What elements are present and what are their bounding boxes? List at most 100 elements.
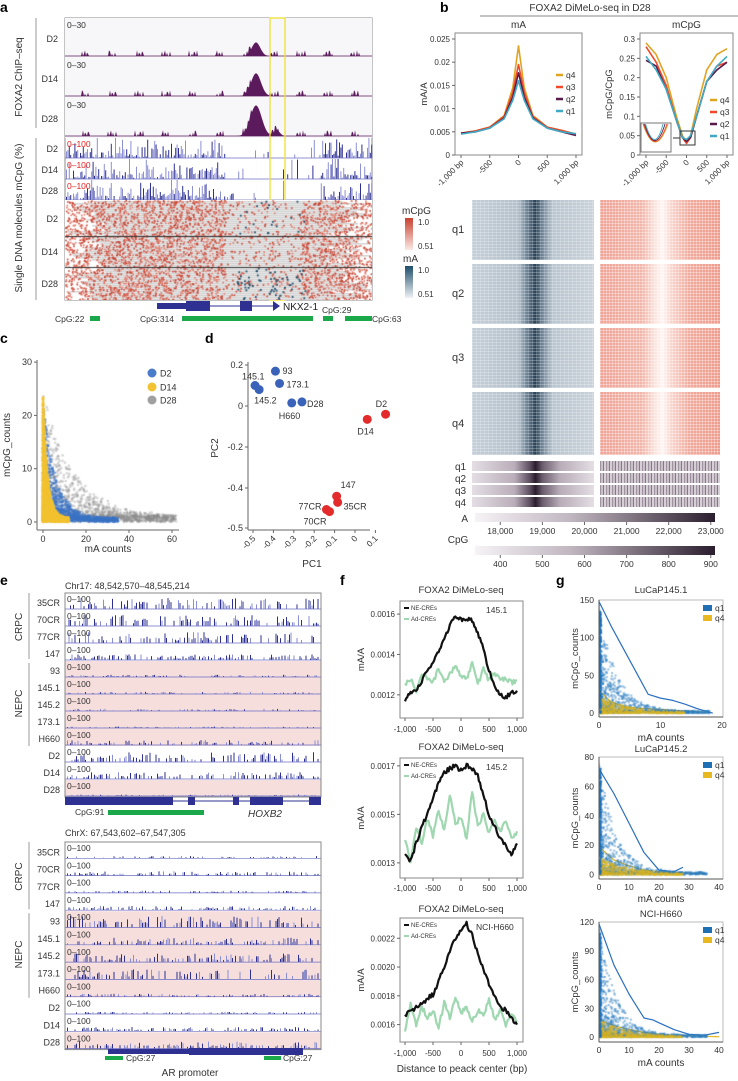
y-tick-label: 90 bbox=[585, 946, 595, 956]
methylation-bar bbox=[293, 676, 295, 677]
mcpg-track-D28 bbox=[66, 180, 373, 200]
methylation-bar bbox=[254, 620, 256, 626]
methylation-bar bbox=[298, 776, 299, 779]
mcpg-bar bbox=[117, 152, 119, 158]
methylation-bar bbox=[104, 1012, 106, 1014]
mcpg-bar bbox=[145, 156, 147, 158]
methylation-bar bbox=[148, 891, 149, 893]
inset-line-q3 bbox=[643, 123, 668, 142]
methylation-bar bbox=[191, 1046, 193, 1049]
methylation-bar bbox=[191, 709, 193, 711]
methylation-bar bbox=[113, 856, 115, 859]
methylation-bar bbox=[253, 1012, 254, 1014]
y-tick-label: 0 bbox=[27, 517, 32, 527]
methylation-bar bbox=[125, 740, 127, 745]
x-tick-label: -1,000 bp bbox=[620, 158, 651, 189]
methylation-bar bbox=[121, 908, 122, 911]
methylation-bar bbox=[137, 971, 139, 980]
methylation-bar bbox=[241, 743, 242, 745]
methylation-bar bbox=[119, 857, 121, 859]
methylation-bar bbox=[74, 759, 76, 762]
methylation-bar bbox=[316, 1012, 317, 1014]
track-range: 0–100 bbox=[67, 1033, 91, 1043]
methylation-bar bbox=[278, 941, 280, 945]
methylation-bar bbox=[269, 908, 271, 911]
methylation-bar bbox=[121, 776, 122, 779]
x-tick-label: -1,000 bbox=[394, 725, 417, 734]
methylation-bar bbox=[103, 1027, 104, 1032]
mcpg-bar bbox=[330, 164, 332, 179]
methylation-bar bbox=[128, 976, 130, 980]
methylation-bar bbox=[155, 906, 157, 911]
methylation-bar bbox=[266, 908, 268, 911]
mcpg-bar bbox=[166, 195, 168, 200]
methylation-bar bbox=[296, 726, 298, 728]
methylation-bar bbox=[191, 775, 193, 779]
mcpg-bar bbox=[199, 187, 200, 200]
methylation-bar bbox=[266, 995, 268, 997]
methylation-bar bbox=[305, 1045, 307, 1049]
colorbar-tick-label: 800 bbox=[662, 559, 676, 569]
methylation-bar bbox=[161, 856, 163, 859]
methylation-bar bbox=[115, 759, 116, 762]
track-label: 77CR bbox=[37, 632, 61, 642]
mcpg-bar bbox=[207, 197, 209, 200]
methylation-bar bbox=[122, 941, 124, 945]
mcpg-bar bbox=[123, 196, 125, 200]
methylation-bar bbox=[151, 1028, 152, 1032]
methylation-bar bbox=[98, 692, 100, 694]
methylation-bar bbox=[179, 674, 181, 677]
mcpg-bar bbox=[211, 198, 213, 200]
methylation-bar bbox=[86, 617, 88, 626]
methylation-bar bbox=[227, 857, 229, 859]
methylation-bar bbox=[214, 618, 215, 626]
methylation-bar bbox=[304, 794, 305, 796]
methylation-bar bbox=[116, 658, 118, 660]
x-tick-label: 0 bbox=[459, 1049, 464, 1058]
methylation-bar bbox=[89, 994, 91, 997]
methylation-bar bbox=[199, 776, 200, 779]
sample-label: 145.1 bbox=[486, 605, 508, 615]
methylation-bar bbox=[284, 955, 286, 963]
mcpg-bar bbox=[327, 196, 329, 200]
mcpg-bar bbox=[155, 188, 157, 200]
methylation-bar bbox=[193, 891, 194, 893]
mcpg-bar bbox=[332, 155, 333, 158]
methylation-bar bbox=[203, 1029, 205, 1032]
methylation-bar bbox=[199, 958, 200, 963]
pca-point-label: 147 bbox=[341, 480, 356, 490]
methylation-bar bbox=[136, 727, 137, 728]
methylation-bar bbox=[250, 691, 251, 694]
methylation-bar bbox=[170, 1046, 172, 1049]
methylation-bar bbox=[238, 675, 239, 677]
methylation-bar bbox=[70, 874, 71, 876]
mcpg-bar bbox=[214, 139, 216, 158]
methylation-bar bbox=[181, 856, 182, 859]
molecule-group-label: D28 bbox=[41, 279, 58, 289]
methylation-bar bbox=[167, 727, 169, 728]
methylation-bar bbox=[245, 634, 247, 643]
methylation-bar bbox=[200, 638, 202, 643]
mcpg-bar bbox=[89, 190, 91, 200]
methylation-bar bbox=[74, 709, 76, 711]
methylation-bar bbox=[233, 752, 235, 762]
methylation-bar bbox=[163, 871, 164, 876]
methylation-bar bbox=[274, 857, 275, 859]
methylation-bar bbox=[142, 602, 143, 609]
mcpg-bar bbox=[322, 172, 324, 179]
methylation-bar bbox=[77, 954, 79, 963]
track-label: D2 bbox=[46, 34, 58, 44]
methylation-bar bbox=[70, 777, 71, 779]
mcpg-bar bbox=[127, 174, 129, 179]
methylation-bar bbox=[308, 993, 310, 997]
methylation-bar bbox=[287, 656, 289, 660]
methylation-bar bbox=[137, 939, 139, 945]
methylation-bar bbox=[130, 710, 131, 711]
methylation-bar bbox=[209, 972, 211, 980]
methylation-bar bbox=[170, 602, 172, 609]
methylation-bar bbox=[196, 942, 197, 945]
methylation-bar bbox=[313, 623, 314, 626]
methylation-track-H660 bbox=[67, 740, 319, 745]
methylation-bar bbox=[191, 655, 193, 660]
methylation-bar bbox=[158, 795, 160, 796]
